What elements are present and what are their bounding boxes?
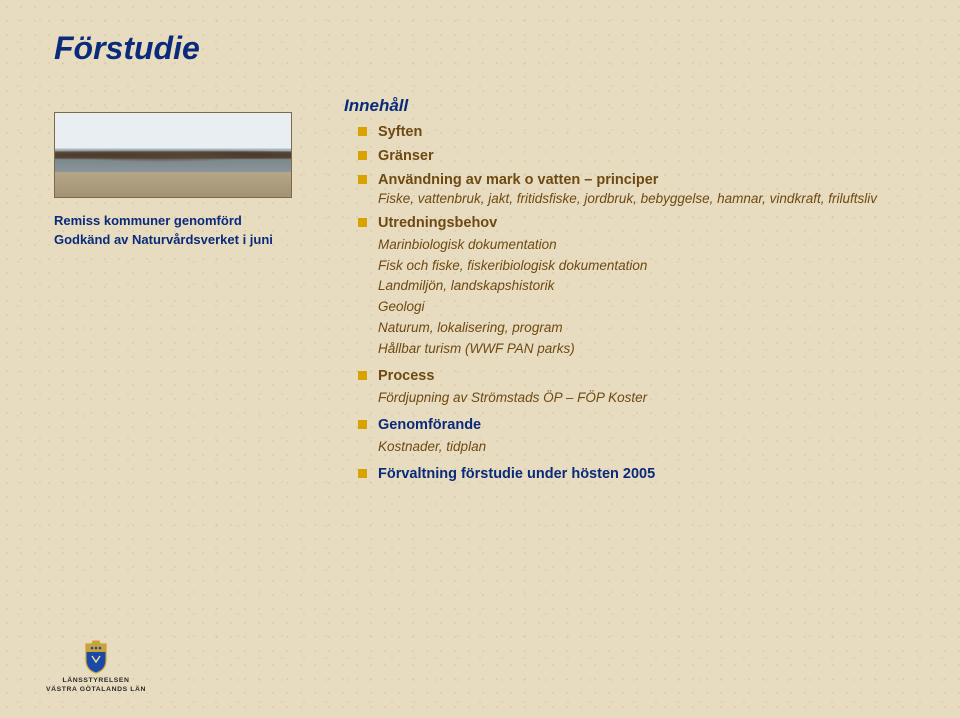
agency-text: LÄNSSTYRELSEN VÄSTRA GÖTALANDS LÄN	[46, 677, 146, 694]
content-item: Genomförande Kostnader, tidplan	[358, 415, 904, 460]
crest-icon	[83, 640, 109, 674]
slide-title: Förstudie	[54, 30, 200, 67]
content-item: Utredningsbehov Marinbiologisk dokumentat…	[358, 213, 904, 363]
agency-line: LÄNSSTYRELSEN	[46, 677, 146, 685]
item-label: Syften	[378, 124, 422, 140]
item-label: Förvaltning förstudie under hösten 2005	[378, 466, 655, 482]
sub-item: Hållbar turism (WWF PAN parks)	[378, 339, 904, 360]
content-item: Process Fördjupning av Strömstads ÖP – FÖ…	[358, 366, 904, 411]
item-sublist: Kostnader, tidplan	[378, 435, 904, 460]
coastal-photo	[54, 112, 292, 198]
sub-item: Fördjupning av Strömstads ÖP – FÖP Koste…	[378, 388, 904, 409]
item-label: Användning av mark o vatten – principer	[378, 172, 658, 188]
item-label: Gränser	[378, 148, 434, 164]
caption-line: Remiss kommuner genomförd	[54, 212, 314, 231]
item-sublist: Marinbiologisk dokumentationFisk och fis…	[378, 233, 904, 363]
sub-item: Geologi	[378, 297, 904, 318]
content-list: Syften Gränser Användning av mark o vatten…	[344, 122, 904, 484]
content-heading: Innehåll	[344, 96, 904, 116]
content-item: Förvaltning förstudie under hösten 2005	[358, 464, 904, 484]
caption-line: Godkänd av Naturvårdsverket i juni	[54, 231, 314, 250]
content-column: Innehåll Syften Gränser Användning av mark…	[344, 96, 904, 488]
item-description: Fiske, vattenbruk, jakt, fritidsfiske, j…	[378, 190, 904, 209]
content-item: Användning av mark o vatten – principer F…	[358, 170, 904, 209]
sub-item: Landmiljön, landskapshistorik	[378, 276, 904, 297]
sub-item: Kostnader, tidplan	[378, 437, 904, 458]
sub-item: Naturum, lokalisering, program	[378, 318, 904, 339]
item-label: Utredningsbehov	[378, 215, 497, 231]
photo-caption: Remiss kommuner genomförd Godkänd av Nat…	[54, 212, 314, 250]
content-item: Gränser	[358, 146, 904, 166]
left-column: Remiss kommuner genomförd Godkänd av Nat…	[54, 112, 314, 250]
content-item: Syften	[358, 122, 904, 142]
agency-footer: LÄNSSTYRELSEN VÄSTRA GÖTALANDS LÄN	[46, 640, 146, 694]
item-label: Process	[378, 368, 434, 384]
sub-item: Fisk och fiske, fiskeribiologisk dokumen…	[378, 256, 904, 277]
agency-line: VÄSTRA GÖTALANDS LÄN	[46, 686, 146, 694]
item-sublist: Fördjupning av Strömstads ÖP – FÖP Koste…	[378, 386, 904, 411]
item-label: Genomförande	[378, 417, 481, 433]
sub-item: Marinbiologisk dokumentation	[378, 235, 904, 256]
